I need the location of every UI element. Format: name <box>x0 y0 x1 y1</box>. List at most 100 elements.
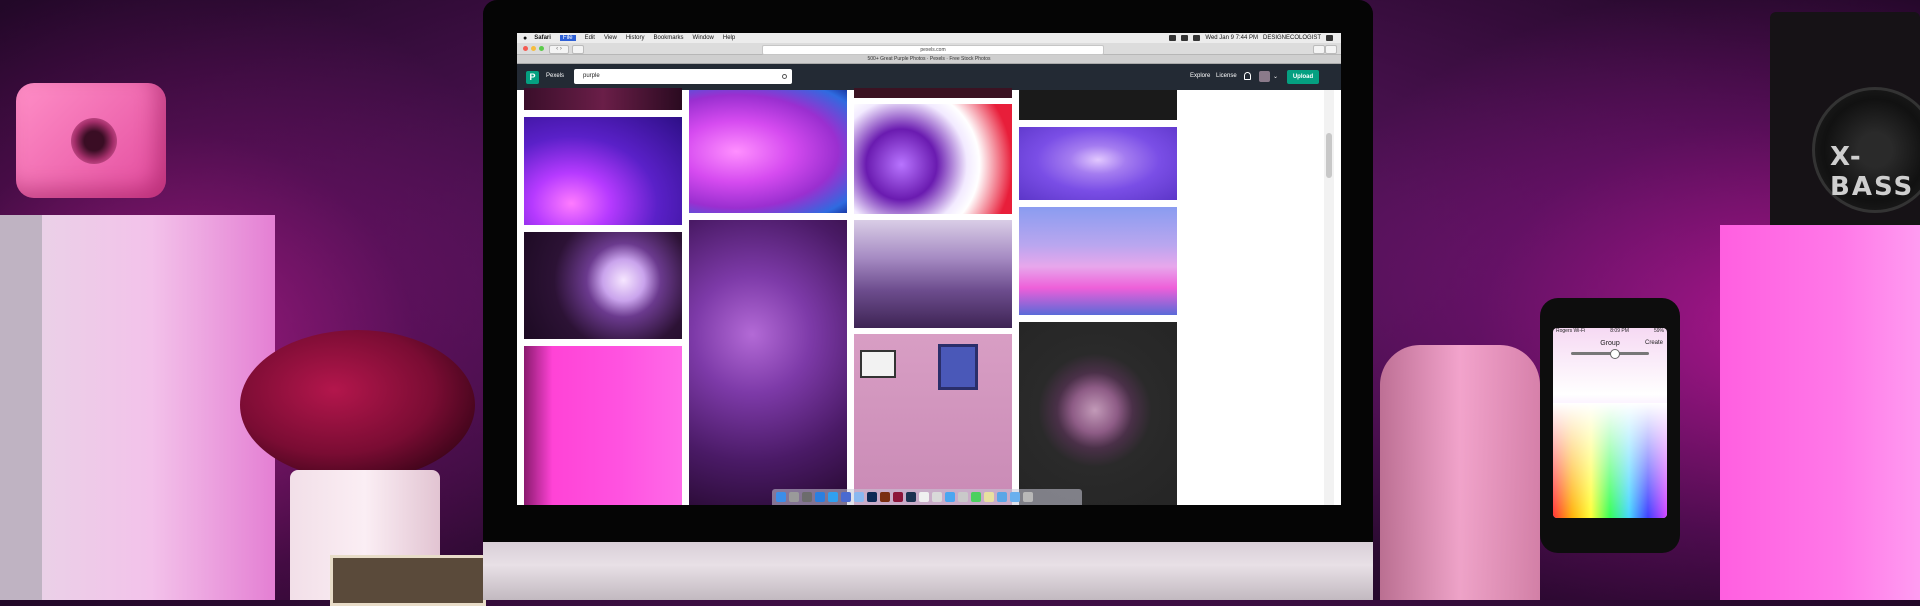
menubar-status-area: Wed Jan 9 7:44 PM DESIGNECOLOGIST <box>1169 35 1341 41</box>
safari-toolbar: ‹ › pexels.com <box>517 43 1341 55</box>
phone-carrier: Rogers Wi-Fi <box>1556 328 1586 334</box>
cabinet-right <box>1720 225 1920 600</box>
phone-battery: 59% <box>1653 328 1664 334</box>
instant-camera <box>16 83 166 198</box>
photo-tile[interactable] <box>1019 322 1177 505</box>
menubar-clock[interactable]: Wed Jan 9 7:44 PM <box>1205 35 1258 41</box>
folder-icon[interactable] <box>997 492 1007 502</box>
site-logo[interactable]: P <box>526 71 539 84</box>
system-icon[interactable] <box>802 492 812 502</box>
photo-grid <box>517 88 1341 505</box>
battery-icon[interactable] <box>1193 35 1201 41</box>
browser-tab-title[interactable]: 500+ Great Purple Photos · Pexels · Free… <box>517 55 1341 64</box>
photo-tile[interactable] <box>854 220 1012 328</box>
minimize-window-button[interactable] <box>531 46 536 51</box>
chevron-down-icon[interactable]: ⌄ <box>1273 74 1279 80</box>
trash-icon[interactable] <box>1023 492 1033 502</box>
menu-bookmarks[interactable]: Bookmarks <box>653 35 684 41</box>
phone-statusbar: Rogers Wi-Fi 8:09 PM 59% <box>1553 328 1667 336</box>
phone-slider-knob[interactable] <box>1610 349 1620 359</box>
menu-edit[interactable]: Edit <box>584 35 595 41</box>
phone-title: Group <box>1600 340 1620 347</box>
user-avatar[interactable] <box>1259 71 1270 82</box>
site-name[interactable]: Pexels <box>546 73 565 79</box>
photo-frame <box>330 555 486 606</box>
thumbs-up-hand-statue <box>1380 345 1540 600</box>
peony-flowers <box>240 330 475 480</box>
close-window-button[interactable] <box>523 46 528 51</box>
cloud-icon[interactable] <box>945 492 955 502</box>
finder-icon[interactable] <box>776 492 786 502</box>
photo-tile[interactable] <box>1019 90 1177 120</box>
spectrum-fade <box>1553 403 1667 518</box>
window-frame <box>938 344 978 390</box>
photoshop-icon[interactable] <box>867 492 877 502</box>
phone-time: 8:09 PM <box>1610 328 1629 334</box>
launchpad-icon[interactable] <box>789 492 799 502</box>
safari-icon[interactable] <box>815 492 825 502</box>
spotlight-icon[interactable] <box>1326 35 1333 41</box>
search-input[interactable]: purple <box>574 69 792 84</box>
wifi-icon[interactable] <box>1181 35 1189 41</box>
menu-view[interactable]: View <box>603 35 617 41</box>
page-scrollbar[interactable] <box>1324 90 1334 505</box>
photo-tile[interactable] <box>1019 207 1177 315</box>
app-store-icon[interactable] <box>828 492 838 502</box>
notes-icon[interactable] <box>984 492 994 502</box>
zoom-window-button[interactable] <box>539 46 544 51</box>
photo-tile[interactable] <box>524 232 682 339</box>
photo-tile[interactable] <box>854 88 1012 98</box>
nav-license-link[interactable]: License <box>1216 73 1237 79</box>
back-forward-buttons[interactable]: ‹ › <box>549 45 569 54</box>
photo-tile[interactable] <box>854 334 1012 505</box>
menu-help[interactable]: Help <box>722 35 736 41</box>
notifications-bell-icon[interactable] <box>1244 72 1251 80</box>
illustrator-icon[interactable] <box>880 492 890 502</box>
camera-lens <box>71 118 117 164</box>
photo-tile[interactable] <box>689 220 847 505</box>
preview-icon[interactable] <box>958 492 968 502</box>
nav-explore-link[interactable]: Explore <box>1190 73 1211 79</box>
photo-tile[interactable] <box>524 117 682 225</box>
screen: ● Safari File Edit View History Bookmark… <box>517 33 1341 505</box>
photo-tile[interactable] <box>689 90 847 213</box>
status-icon[interactable] <box>1169 35 1177 41</box>
menu-history[interactable]: History <box>625 35 645 41</box>
photo-tile[interactable] <box>854 104 1012 214</box>
menu-window[interactable]: Window <box>692 35 714 41</box>
phone-screen: Rogers Wi-Fi 8:09 PM 59% Group Create <box>1553 328 1667 518</box>
site-header: P Pexels purple Explore License ⌄ Upload <box>517 64 1341 90</box>
cabinet-left-side <box>0 215 42 600</box>
photo-tile[interactable] <box>524 88 682 110</box>
share-button[interactable] <box>1313 45 1325 54</box>
cabinet-left <box>0 215 275 600</box>
sidebar-toggle-button[interactable] <box>572 45 584 54</box>
smartphone: Rogers Wi-Fi 8:09 PM 59% Group Create <box>1540 298 1680 553</box>
search-icon[interactable] <box>782 74 787 79</box>
scrollbar-thumb[interactable] <box>1326 133 1332 178</box>
address-bar[interactable]: pexels.com <box>762 45 1104 55</box>
photo-tile[interactable] <box>524 346 682 505</box>
messages-icon[interactable] <box>971 492 981 502</box>
chrome-icon[interactable] <box>932 492 942 502</box>
downloads-folder-icon[interactable] <box>1010 492 1020 502</box>
speaker: X-BASS <box>1770 12 1920 237</box>
indesign-icon[interactable] <box>893 492 903 502</box>
upload-button[interactable]: Upload <box>1287 70 1319 84</box>
itunes-icon[interactable] <box>919 492 929 502</box>
menubar-user[interactable]: DESIGNECOLOGIST <box>1262 35 1321 41</box>
menu-file[interactable]: File <box>559 35 576 41</box>
photo-tile[interactable] <box>1019 127 1177 200</box>
mac-menubar: ● Safari File Edit View History Bookmark… <box>517 33 1341 43</box>
mac-dock <box>772 489 1082 505</box>
tabs-overview-button[interactable] <box>1325 45 1337 54</box>
lightroom-icon[interactable] <box>906 492 916 502</box>
phone-create-button[interactable]: Create <box>1644 340 1663 346</box>
apple-menu-icon[interactable]: ● <box>523 34 528 42</box>
speaker-cone <box>1812 87 1920 213</box>
monitor-chin <box>483 542 1373 600</box>
browser-icon[interactable] <box>841 492 851 502</box>
window-frame-small <box>860 350 896 378</box>
mail-icon[interactable] <box>854 492 864 502</box>
menu-app-name[interactable]: Safari <box>534 35 551 41</box>
